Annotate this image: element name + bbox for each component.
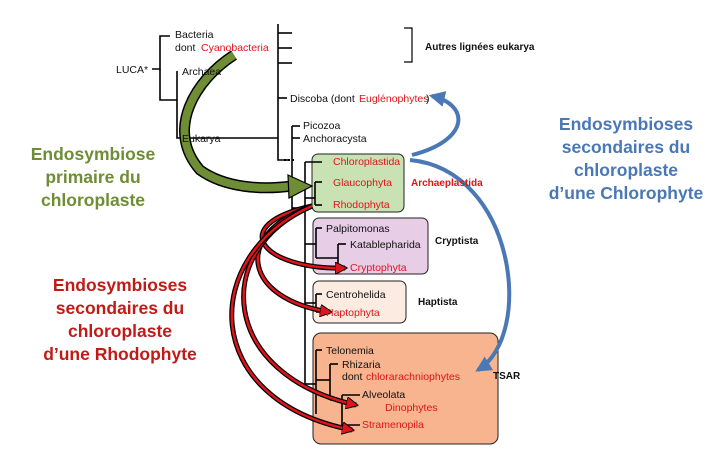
label-rhizaria: Rhizaria <box>342 359 381 371</box>
chlorophyte-line-2: secondaires du <box>562 137 690 157</box>
rhodophyte-line-2: secondaires du <box>56 298 184 318</box>
chlorophyte-arrows <box>409 91 512 372</box>
label-dont-1: dont <box>175 42 196 54</box>
primary-line-1: Endosymbiose <box>31 144 156 164</box>
label-centrohelida: Centrohelida <box>326 289 386 301</box>
label-tsar: TSAR <box>493 371 521 382</box>
rhodophyte-line-1: Endosymbioses <box>53 275 187 295</box>
label-palpitomonas: Palpitomonas <box>326 223 390 235</box>
label-stramenopila: Stramenopila <box>362 419 424 431</box>
label-cyanobacteria: Cyanobacteria <box>201 42 269 54</box>
label-dinophytes: Dinophytes <box>385 402 438 414</box>
label-cryptista: Cryptista <box>435 236 479 247</box>
rhodophyte-line-4: d’une Rhodophyte <box>43 344 197 364</box>
label-discoba: Discoba (dont <box>290 93 355 105</box>
other-lineages-bracket <box>404 27 413 63</box>
label-luca: LUCA* <box>116 64 148 76</box>
primary-line-2: primaire du <box>45 167 140 187</box>
label-telonemia: Telonemia <box>326 345 374 357</box>
rhodophyte-arrows <box>229 203 356 430</box>
label-glaucophyta: Glaucophyta <box>333 177 392 189</box>
label-haptista: Haptista <box>418 297 458 308</box>
chlorophyte-line-1: Endosymbioses <box>559 114 693 134</box>
label-chloroplastida: Chloroplastida <box>333 156 400 168</box>
label-katablepharida: Katablepharida <box>350 239 421 251</box>
primary-arrow <box>179 50 314 199</box>
label-other-lineages: Autres lignées eukarya <box>425 42 535 53</box>
label-alveolata: Alveolata <box>362 389 405 401</box>
chlorophyte-annotation: Endosymbioses secondaires du chloroplast… <box>549 114 704 203</box>
label-anchoracysta: Anchoracysta <box>303 133 367 145</box>
haptista-box <box>312 280 407 324</box>
rhodophyte-line-3: chloroplaste <box>68 321 172 341</box>
primary-line-3: chloroplaste <box>41 190 145 210</box>
chlorophyte-line-4: d’une Chlorophyte <box>549 183 704 203</box>
label-rhodophyta: Rhodophyta <box>333 199 390 211</box>
label-picozoa: Picozoa <box>303 120 341 132</box>
label-archaeplastida: Archaeplastida <box>411 178 483 189</box>
label-archaea: Archaea <box>182 66 221 78</box>
label-bacteria: Bacteria <box>175 29 214 41</box>
cryptista-box <box>312 217 429 275</box>
label-cryptophyta: Cryptophyta <box>350 262 407 274</box>
archaeplastida-box <box>311 153 405 213</box>
rhodophyte-annotation: Endosymbioses secondaires du chloroplast… <box>43 275 197 364</box>
label-euglenophytes: Euglénophytes <box>359 93 428 105</box>
label-haptophyta: Haptophyta <box>326 307 380 319</box>
chlorophyte-line-3: chloroplaste <box>574 160 678 180</box>
label-chlorarachniophytes: chlorarachniophytes <box>366 371 460 383</box>
label-dont-2: dont <box>342 371 363 383</box>
label-close-paren: ) <box>426 93 430 105</box>
label-eukarya: Eukarya <box>182 133 221 145</box>
primary-endosymbiosis-annotation: Endosymbiose primaire du chloroplaste <box>31 144 156 210</box>
